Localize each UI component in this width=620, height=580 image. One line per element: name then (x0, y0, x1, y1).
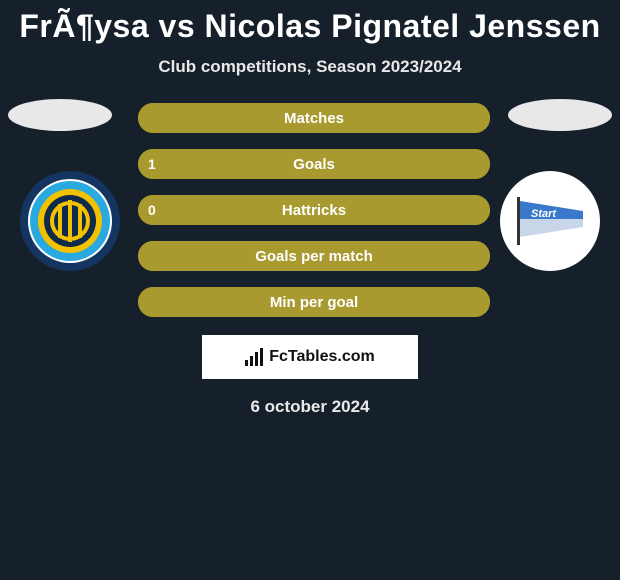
comparison-panel: Start Matches Goals1 Hattricks0 Goals per m… (0, 103, 620, 417)
right-club-badge: Start (500, 171, 600, 271)
left-club-badge (20, 171, 120, 271)
bar-label: Matches (138, 103, 490, 133)
page-subtitle: Club competitions, Season 2023/2024 (0, 57, 620, 77)
stat-row: Matches (138, 103, 490, 133)
stat-row: Goals per match (138, 241, 490, 271)
stat-row: Min per goal (138, 287, 490, 317)
bar-label: Hattricks (138, 195, 490, 225)
bar-chart-icon (245, 348, 263, 366)
stat-row: Hattricks0 (138, 195, 490, 225)
bar-left-value: 1 (148, 149, 156, 179)
bar-label: Goals (138, 149, 490, 179)
aalesund-style-crest-icon (27, 178, 113, 264)
bar-label: Min per goal (138, 287, 490, 317)
brand-box: FcTables.com (202, 335, 418, 379)
page-title: FrÃ¶ysa vs Nicolas Pignatel Jenssen (0, 0, 620, 45)
stat-bars: Matches Goals1 Hattricks0 Goals per match Mi… (138, 103, 490, 317)
date-text: 6 october 2024 (0, 397, 620, 417)
pennant-flag-icon: Start (511, 197, 589, 245)
brand-text: FcTables.com (269, 348, 375, 366)
stat-row: Goals1 (138, 149, 490, 179)
svg-text:Start: Start (531, 208, 557, 220)
bar-left-value: 0 (148, 195, 156, 225)
bar-label: Goals per match (138, 241, 490, 271)
right-ellipse (508, 99, 612, 131)
left-ellipse (8, 99, 112, 131)
